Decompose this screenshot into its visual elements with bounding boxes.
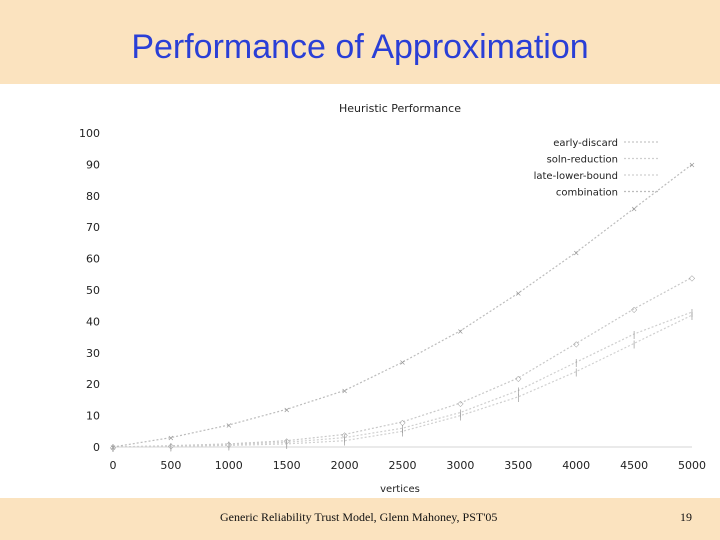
data-point-late-lower-bound: | — [459, 412, 462, 421]
slide-title: Performance of Approximation — [131, 28, 589, 66]
footer-text: Generic Reliability Trust Model, Glenn M… — [220, 510, 498, 524]
y-tick-label: 60 — [86, 253, 100, 266]
y-tick-label: 90 — [86, 158, 100, 171]
legend-label: combination — [556, 188, 618, 199]
data-point-soln-reduction: | — [575, 358, 578, 367]
data-point-soln-reduction: | — [227, 440, 230, 449]
data-point-late-lower-bound: | — [517, 393, 520, 402]
data-point-combination: × — [689, 160, 696, 169]
x-tick-label: 0 — [110, 459, 117, 472]
y-tick-labels: 0 10 20 30 40 50 60 70 80 90 100 — [79, 127, 100, 454]
y-tick-label: 50 — [86, 284, 100, 297]
data-point-soln-reduction: | — [112, 443, 115, 452]
data-point-early-discard: ◇ — [457, 399, 464, 408]
data-point-combination: × — [283, 405, 290, 414]
legend: early-discard soln-reduction late-lower-bo… — [534, 138, 660, 199]
series-line-combination — [112, 163, 693, 448]
chart-area: Heuristic Performance 0 10 20 30 40 50 60 70 80 9… — [0, 84, 720, 498]
heuristic-performance-chart: Heuristic Performance 0 10 20 30 40 50 60 70 80 9… — [79, 102, 707, 495]
y-tick-label: 30 — [86, 347, 100, 360]
data-point-late-lower-bound: | — [170, 442, 173, 451]
x-tick-label: 2000 — [331, 459, 359, 472]
x-tick-label: 3500 — [504, 459, 532, 472]
data-point-early-discard: ◇ — [515, 374, 522, 383]
data-point-combination: × — [225, 421, 232, 430]
data-point-soln-reduction: | — [285, 438, 288, 447]
y-tick-label: 80 — [86, 190, 100, 203]
y-tick-label: 70 — [86, 221, 100, 234]
legend-label: soln-reduction — [547, 155, 618, 166]
data-point-late-lower-bound: | — [633, 339, 636, 348]
data-point-combination: × — [168, 434, 175, 443]
data-point-soln-reduction: | — [401, 424, 404, 433]
chart-title: Heuristic Performance — [339, 102, 461, 115]
legend-label: early-discard — [553, 138, 618, 149]
series-lines: ◇ ◇ ◇ ◇◇◇◇◇◇◇◇| | | ||||||||| | | | |||||||×××××××… — [110, 160, 696, 452]
data-point-early-discard: ◇ — [689, 273, 696, 282]
data-point-early-discard: ◇ — [168, 442, 175, 451]
data-point-late-lower-bound: | — [285, 440, 288, 449]
x-tick-label: 5000 — [678, 459, 706, 472]
y-tick-label: 10 — [86, 410, 100, 423]
series-line-late-lower-bound — [112, 314, 693, 448]
x-tick-label: 1000 — [215, 459, 243, 472]
data-point-soln-reduction: | — [691, 308, 694, 317]
data-point-early-discard: ◇ — [399, 418, 406, 427]
data-point-late-lower-bound: | — [343, 437, 346, 446]
data-point-early-discard: ◇ — [342, 430, 349, 439]
data-point-combination: × — [341, 386, 348, 395]
data-point-combination: × — [631, 204, 638, 213]
y-tick-label: 0 — [93, 441, 100, 454]
y-tick-label: 40 — [86, 315, 100, 328]
x-axis-label: vertices — [380, 484, 420, 495]
data-point-early-discard: ◇ — [631, 305, 638, 314]
data-point-late-lower-bound: | — [112, 443, 115, 452]
y-tick-label: 20 — [86, 378, 100, 391]
x-tick-label: 500 — [160, 459, 181, 472]
data-point-soln-reduction: | — [633, 330, 636, 339]
data-point-combination: × — [573, 248, 580, 257]
x-tick-label: 2500 — [389, 459, 417, 472]
data-point-soln-reduction: | — [343, 434, 346, 443]
data-point-combination: × — [457, 327, 464, 336]
x-tick-label: 3000 — [446, 459, 474, 472]
page-number: 19 — [680, 510, 692, 524]
data-point-soln-reduction: | — [459, 408, 462, 417]
series-line-soln-reduction — [112, 311, 693, 448]
data-point-combination: × — [110, 443, 117, 452]
slide-footer: Generic Reliability Trust Model, Glenn M… — [0, 498, 720, 540]
x-tick-label: 1500 — [273, 459, 301, 472]
x-tick-labels: 0 500 1000 1500 2000 2500 3000 3500 4000 4500 5000 — [110, 459, 707, 472]
y-tick-label: 100 — [79, 127, 100, 140]
data-point-early-discard: ◇ — [284, 437, 291, 446]
data-point-combination: × — [515, 289, 522, 298]
x-tick-label: 4500 — [620, 459, 648, 472]
data-point-late-lower-bound: | — [227, 441, 230, 450]
data-point-soln-reduction: | — [517, 386, 520, 395]
data-point-late-lower-bound: | — [691, 311, 694, 320]
data-point-late-lower-bound: | — [401, 427, 404, 436]
legend-label: late-lower-bound — [534, 171, 618, 182]
data-point-late-lower-bound: | — [575, 368, 578, 377]
data-point-combination: × — [399, 358, 406, 367]
x-tick-label: 4000 — [562, 459, 590, 472]
data-point-early-discard: ◇ — [573, 339, 580, 348]
